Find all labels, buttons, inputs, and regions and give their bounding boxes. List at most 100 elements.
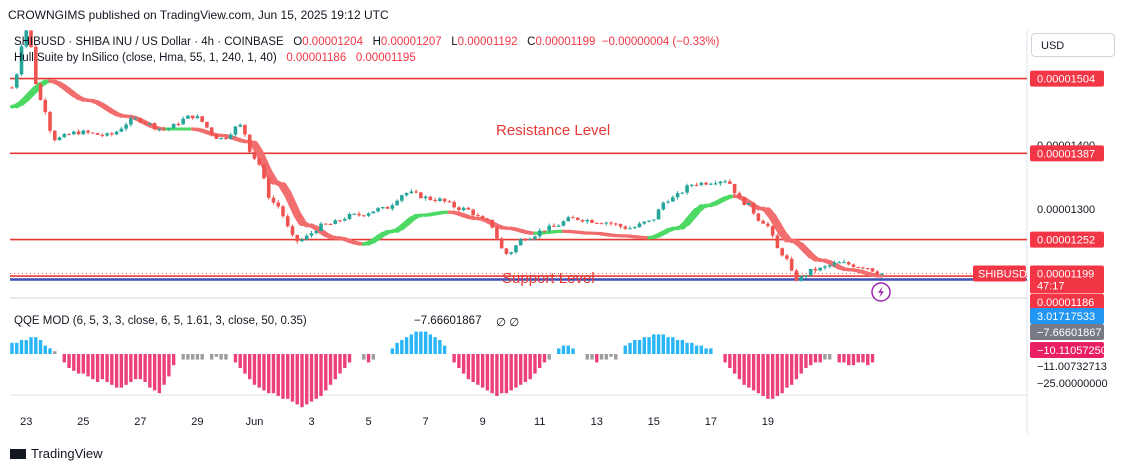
- histogram-bar: [305, 354, 309, 405]
- histogram-bar: [614, 354, 618, 360]
- candle-body: [632, 227, 637, 229]
- candle-body: [442, 198, 447, 202]
- histogram-bar: [452, 354, 456, 363]
- histogram-bar: [671, 337, 675, 354]
- symbol-tag: SHIBUSD: [978, 268, 1027, 280]
- candle-body: [385, 207, 390, 209]
- candle-body: [713, 183, 718, 185]
- histogram-bar: [856, 354, 860, 363]
- histogram-bar: [737, 354, 742, 380]
- candle-body: [352, 213, 357, 215]
- candle-body: [799, 276, 803, 281]
- candle-body: [209, 127, 214, 135]
- candle-body: [252, 151, 257, 159]
- histogram-bar: [423, 331, 428, 354]
- candle-body: [76, 131, 81, 135]
- histogram-bar: [766, 354, 770, 399]
- candle-body: [471, 209, 475, 216]
- candle-body: [404, 192, 409, 196]
- candle-body: [105, 133, 109, 136]
- candle-body: [723, 181, 727, 183]
- tradingview-logo[interactable]: TradingView: [10, 446, 103, 461]
- histogram-bar: [257, 354, 261, 388]
- candle-body: [224, 138, 228, 140]
- price-chart-svg[interactable]: 23252729Jun357911131517190.000014000.000…: [0, 29, 1129, 434]
- histogram-bar: [414, 331, 418, 354]
- histogram-bar: [499, 354, 504, 394]
- candle-body: [81, 130, 86, 135]
- candle-body: [276, 202, 281, 207]
- candle-body: [371, 211, 376, 214]
- candle-body: [195, 116, 200, 119]
- candle-body: [609, 222, 613, 224]
- histogram-bar: [533, 354, 537, 374]
- histogram-bar: [799, 354, 803, 374]
- candle-body: [423, 196, 428, 199]
- close-label: C: [527, 36, 536, 48]
- candle-body: [171, 123, 176, 129]
- histogram-bar: [847, 354, 851, 366]
- lightning-icon[interactable]: [871, 282, 891, 302]
- candle-body: [338, 220, 342, 222]
- histogram-bar: [433, 337, 437, 354]
- histogram-bar: [62, 354, 66, 363]
- candle-body: [699, 182, 704, 185]
- histogram-bar: [314, 354, 318, 399]
- candle-body: [62, 134, 67, 138]
- candle-body: [637, 223, 642, 228]
- chart-area[interactable]: 23252729Jun357911131517190.000014000.000…: [0, 29, 1129, 434]
- candle-body: [57, 137, 62, 141]
- level-badge-2: 0.00001387: [1037, 148, 1095, 160]
- candle-body: [480, 216, 485, 219]
- histogram-bar: [34, 337, 38, 354]
- histogram-bar: [590, 354, 594, 360]
- candle-body: [751, 202, 756, 214]
- histogram-bar: [138, 354, 143, 380]
- histogram-bar: [186, 354, 190, 360]
- candle-body: [238, 124, 242, 127]
- candle-body: [675, 193, 680, 198]
- histogram-bar: [281, 354, 285, 399]
- high-label: H: [372, 36, 381, 48]
- candle-body: [19, 46, 24, 75]
- currency-button[interactable]: USD: [1031, 33, 1115, 57]
- tradingview-mark-icon: [10, 449, 26, 459]
- candle-body: [114, 131, 119, 135]
- histogram-bar: [43, 345, 47, 354]
- histogram-bar: [642, 337, 646, 354]
- histogram-bar: [633, 340, 637, 354]
- histogram-bar: [599, 354, 604, 360]
- candle-body: [804, 275, 808, 277]
- candle-body: [314, 231, 319, 234]
- footer-brand: TradingView: [31, 446, 103, 461]
- histogram-bar: [480, 354, 485, 388]
- qqe-badge-3: −10.11057250: [1037, 345, 1107, 357]
- histogram-bar: [286, 354, 290, 399]
- histogram-bar: [694, 345, 699, 354]
- candle-body: [594, 222, 599, 224]
- candle-body: [347, 214, 352, 219]
- histogram-bar: [647, 337, 651, 354]
- candle-body: [24, 30, 29, 47]
- symbol-tag-bg: [973, 265, 1026, 282]
- histogram-bar: [571, 348, 575, 354]
- candle-body: [770, 226, 775, 236]
- histogram-bar: [347, 354, 352, 363]
- histogram-bar: [675, 340, 680, 354]
- time-tick-label: 5: [365, 416, 371, 428]
- candle-body: [642, 221, 647, 224]
- candle-body: [157, 128, 162, 130]
- histogram-bar: [233, 354, 238, 363]
- level-badge-1-bg: [1030, 70, 1104, 87]
- candle-body: [709, 183, 713, 185]
- candle-body: [162, 128, 166, 130]
- histogram-bar: [343, 354, 347, 368]
- histogram-bar: [24, 340, 28, 354]
- candle-body: [247, 134, 252, 152]
- current-price-badge: 0.00001199: [1037, 268, 1094, 280]
- qqe-tick-label: −25.00000000: [1037, 378, 1108, 390]
- qqe-value: −7.66601867: [414, 315, 482, 327]
- time-tick-label: 3: [308, 416, 314, 428]
- candle-body: [304, 235, 309, 240]
- histogram-bar: [457, 354, 461, 368]
